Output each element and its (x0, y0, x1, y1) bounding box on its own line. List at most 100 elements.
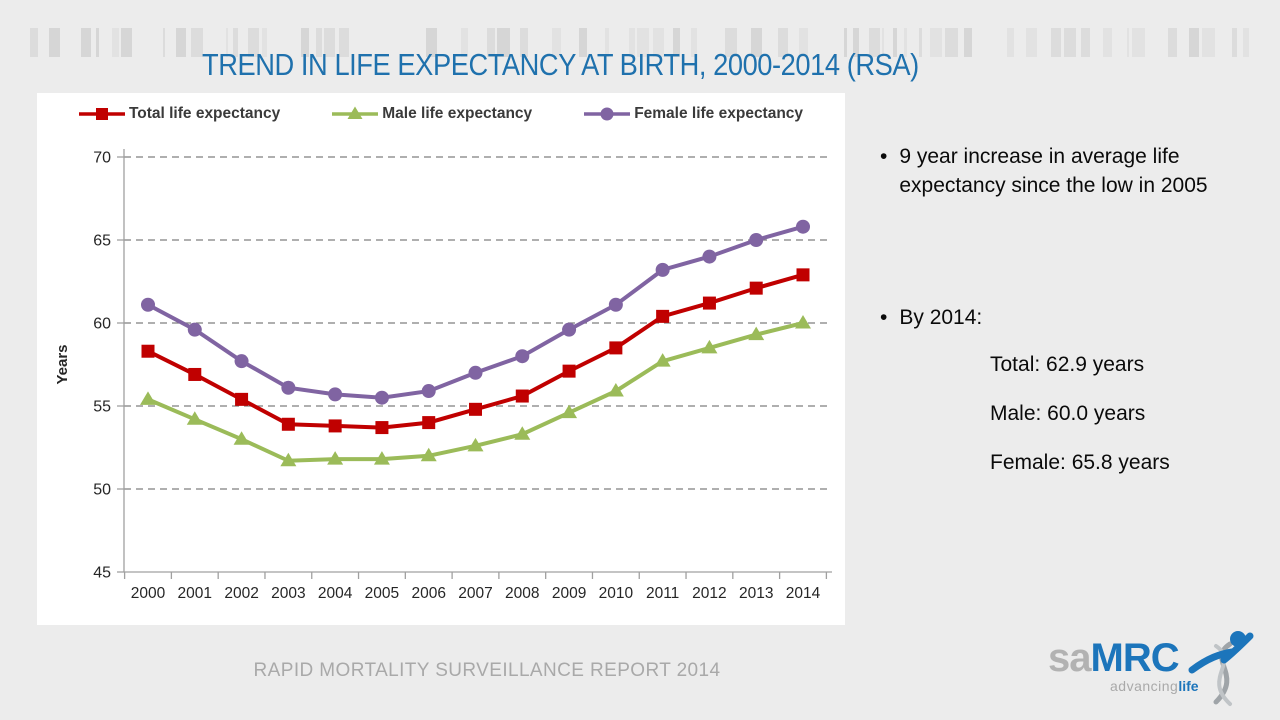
legend-item-total: Total life expectancy (78, 105, 280, 123)
data-point (140, 391, 156, 405)
barcode-bar (893, 28, 897, 57)
data-point (235, 392, 249, 406)
data-point (141, 344, 155, 358)
stat-male: Male: 60.0 years (990, 401, 1146, 425)
data-point (467, 437, 484, 452)
barcode-bar (233, 28, 238, 57)
barcode-bar (778, 28, 788, 57)
data-point (347, 106, 363, 119)
barcode-bar (1103, 28, 1112, 57)
data-point (749, 233, 764, 247)
x-tick-label: 2011 (646, 585, 679, 602)
data-point (607, 383, 624, 397)
data-point (375, 421, 389, 435)
barcode-bar (121, 28, 132, 57)
barcode-bar (1189, 28, 1199, 57)
barcode-bar (1168, 28, 1177, 57)
male-series-icon (332, 106, 379, 119)
x-tick-label: 2006 (411, 585, 445, 602)
logo-sa-text: sa (1048, 636, 1091, 680)
samrc-logo-text: saMRC (1048, 636, 1180, 681)
barcode-bar (579, 28, 587, 57)
data-point (702, 249, 717, 264)
y-tick-label: 65 (93, 233, 111, 250)
y-tick-label: 70 (93, 150, 111, 167)
data-point (654, 353, 671, 367)
barcode-bar (904, 28, 907, 57)
barcode-bar (1202, 28, 1215, 57)
legend-item-male: Male life expectancy (332, 105, 532, 123)
logo-mrc-text: MRC (1090, 636, 1180, 680)
legend-label-male: Male life expectancy (382, 105, 533, 122)
legend-item-female: Female life expectancy (584, 105, 803, 123)
data-point (374, 390, 389, 405)
data-point (796, 219, 810, 234)
data-point (281, 380, 296, 395)
barcode-bar (316, 28, 322, 57)
barcode-bar (799, 28, 808, 57)
bullet-glyph: • (880, 145, 888, 168)
y-tick-label: 60 (93, 316, 111, 333)
barcode-bar (426, 28, 437, 57)
barcode-bar (1007, 28, 1014, 57)
y-tick-label: 45 (93, 565, 111, 582)
barcode-bar (30, 28, 38, 57)
barcode-bar (520, 28, 528, 57)
data-point (327, 451, 344, 465)
bullet-by-2014: • By 2014: (880, 304, 1220, 333)
data-point (95, 108, 108, 120)
data-point (702, 296, 716, 310)
logo-tagline: advancinglife (1110, 678, 1199, 694)
bullet-by-2014-text: By 2014: (899, 305, 983, 329)
x-tick-label: 2003 (271, 585, 305, 602)
barcode-bar (176, 28, 186, 57)
bullet-increase: • 9 year increase in average life expect… (880, 143, 1220, 201)
barcode-bar (882, 28, 884, 57)
barcode-bar (691, 28, 697, 57)
data-point (515, 349, 530, 364)
barcode-bar (81, 28, 91, 57)
barcode-bar (945, 28, 958, 57)
logo-figure-icon (1188, 631, 1254, 706)
barcode-bar (930, 28, 942, 57)
barcode-bar (552, 28, 561, 57)
barcode-bar (853, 28, 859, 57)
y-tick-label: 55 (93, 399, 111, 416)
data-point (328, 387, 343, 402)
barcode-bar (653, 28, 664, 57)
x-tick-label: 2014 (786, 585, 821, 602)
footer-report-title: RAPID MORTALITY SURVEILLANCE REPORT 2014 (253, 660, 721, 681)
data-point (186, 411, 203, 425)
data-point (514, 426, 531, 440)
x-tick-label: 2012 (692, 585, 726, 602)
barcode-bar (637, 28, 649, 57)
x-tick-label: 2001 (178, 585, 212, 602)
barcode-bar (964, 28, 972, 57)
barcode-decoration (0, 28, 1280, 57)
data-point (234, 354, 249, 369)
data-point (280, 452, 297, 467)
barcode-bar (1232, 28, 1237, 57)
barcode-bar (163, 28, 165, 57)
barcode-bar (919, 28, 922, 57)
stats-list: Total: 62.9 years Male: 60.0 years Femal… (880, 351, 1220, 478)
data-point (749, 281, 763, 295)
x-tick-label: 2008 (505, 585, 539, 602)
barcode-bar (324, 28, 335, 57)
data-point (796, 268, 810, 282)
x-tick-label: 2007 (458, 585, 492, 602)
data-point (469, 402, 482, 416)
samrc-logo: saMRC advancinglife (1048, 630, 1258, 710)
barcode-bar (629, 28, 635, 57)
barcode-bar (96, 28, 99, 57)
x-tick-label: 2010 (599, 585, 634, 602)
data-point (656, 309, 670, 323)
x-tick-label: 2013 (739, 585, 773, 602)
y-tick-label: 50 (93, 482, 111, 499)
data-point (608, 297, 623, 312)
data-point (701, 339, 718, 354)
barcode-bar (497, 28, 510, 57)
barcode-bar (1026, 28, 1037, 57)
data-point (421, 384, 436, 399)
data-point (562, 322, 577, 337)
